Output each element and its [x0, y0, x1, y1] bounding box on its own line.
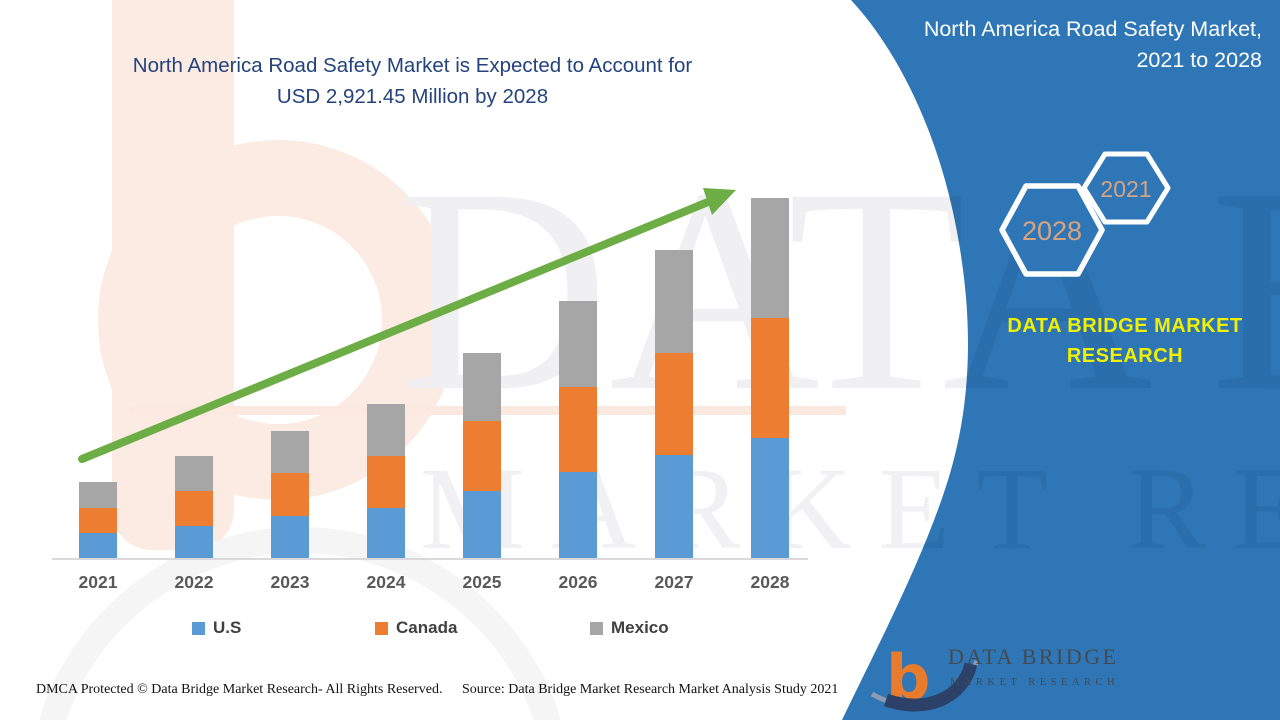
- logo-d-swoosh: [883, 662, 978, 712]
- legend-swatch-mexico: [590, 621, 603, 635]
- panel-title-line2: 2021 to 2028: [1136, 48, 1262, 72]
- bar-segment-us-2027: [655, 454, 693, 558]
- logo-b-glyph: b: [886, 641, 930, 714]
- bar-segment-mexico-2025: [463, 352, 501, 421]
- bar-2027: [655, 249, 693, 558]
- bar-2025: [463, 352, 501, 558]
- x-tick-2022: 2022: [174, 572, 214, 592]
- chart-headline-line2: USD 2,921.45 Million by 2028: [276, 85, 549, 108]
- hexagon-2028: 2028: [999, 183, 1105, 277]
- x-tick-2024: 2024: [366, 572, 406, 592]
- bar-segment-mexico-2021: [79, 481, 117, 508]
- bar-segment-canada-2028: [751, 317, 789, 438]
- source-note: Source: Data Bridge Market Research Mark…: [462, 682, 839, 697]
- bar-segment-us-2024: [367, 507, 405, 558]
- panel-title-line1: North America Road Safety Market,: [923, 17, 1262, 41]
- bar-segment-canada-2022: [175, 490, 213, 526]
- dmca-notice: DMCA Protected © Data Bridge Market Rese…: [36, 682, 443, 697]
- legend-label-mexico: Mexico: [611, 618, 669, 637]
- bar-segment-mexico-2024: [367, 403, 405, 456]
- hexagon-2028-label: 2028: [1022, 216, 1082, 246]
- bar-segment-canada-2025: [463, 420, 501, 491]
- bar-segment-canada-2024: [367, 455, 405, 508]
- x-tick-2026: 2026: [558, 572, 598, 592]
- logo-tagline: MARKET RESEARCH: [950, 677, 1119, 688]
- legend-item-mexico: Mexico: [590, 618, 669, 638]
- bar-segment-us-2026: [559, 471, 597, 558]
- panel-brand-line1: DATA BRIDGE MARKET: [1007, 315, 1243, 337]
- bar-segment-canada-2027: [655, 352, 693, 455]
- bar-segment-us-2025: [463, 490, 501, 558]
- legend-swatch-us: [192, 621, 205, 635]
- bar-segment-canada-2026: [559, 386, 597, 472]
- x-tick-2025: 2025: [462, 572, 502, 592]
- bar-segment-us-2028: [751, 437, 789, 558]
- bar-segment-mexico-2022: [175, 455, 213, 491]
- bar-2024: [367, 403, 405, 558]
- bar-segment-canada-2021: [79, 507, 117, 533]
- bar-segment-mexico-2027: [655, 249, 693, 353]
- x-axis-labels: 2021 2022 2023 2024 2025 2026 2027 2028: [52, 572, 808, 598]
- legend-item-us: U.S: [192, 618, 241, 638]
- logo-bridge-arc: [870, 660, 980, 709]
- x-tick-2023: 2023: [270, 572, 310, 592]
- bar-segment-mexico-2023: [271, 430, 309, 473]
- panel-brand-text: DATA BRIDGE MARKET RESEARCH: [1000, 311, 1250, 371]
- bar-2028: [751, 197, 789, 558]
- bar-segment-mexico-2028: [751, 197, 789, 318]
- panel-title: North America Road Safety Market, 2021 t…: [842, 14, 1262, 76]
- bar-2021: [79, 481, 117, 558]
- bar-chart-plot-area: [52, 190, 808, 560]
- bar-segment-canada-2023: [271, 472, 309, 516]
- dbmr-logo: b DATA BRIDGE MARKET RESEARCH: [870, 641, 1119, 714]
- bar-segment-us-2023: [271, 515, 309, 558]
- chart-headline-line1: North America Road Safety Market is Expe…: [132, 54, 693, 77]
- bar-2026: [559, 300, 597, 558]
- bar-2022: [175, 455, 213, 558]
- bar-segment-us-2022: [175, 525, 213, 558]
- chart-legend: U.S Canada Mexico: [0, 618, 830, 644]
- legend-label-us: U.S: [213, 618, 242, 637]
- bar-2023: [271, 430, 309, 558]
- legend-item-canada: Canada: [375, 618, 457, 638]
- hexagon-2021-label: 2021: [1100, 176, 1151, 202]
- legend-swatch-canada: [375, 621, 388, 635]
- hexagon-2021: 2021: [1081, 151, 1171, 225]
- logo-wordmark: DATA BRIDGE: [948, 644, 1119, 669]
- bar-segment-mexico-2026: [559, 300, 597, 387]
- panel-brand-line2: RESEARCH: [1066, 345, 1184, 367]
- x-tick-2028: 2028: [750, 572, 790, 592]
- x-tick-2027: 2027: [654, 572, 694, 592]
- legend-label-canada: Canada: [396, 618, 458, 637]
- bar-segment-us-2021: [79, 532, 117, 558]
- chart-headline: North America Road Safety Market is Expe…: [55, 50, 770, 112]
- x-tick-2021: 2021: [78, 572, 118, 592]
